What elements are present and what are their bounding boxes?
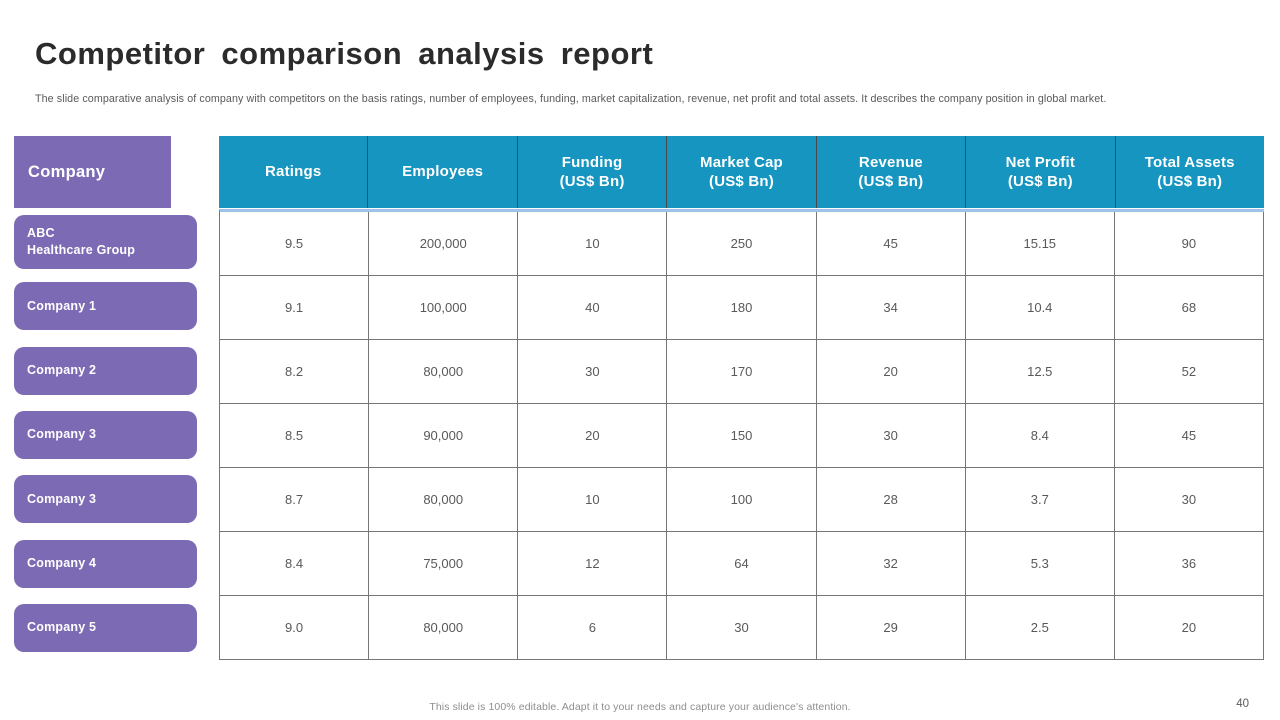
company-column-header-label: Company <box>28 162 106 181</box>
column-header-label: Revenue <box>858 153 923 171</box>
column-header-unit: (US$ Bn) <box>858 173 924 190</box>
table-cell: 10.4 <box>965 276 1115 340</box>
table-cell: 20 <box>1114 596 1264 660</box>
table-cell: 10 <box>518 212 668 276</box>
page-title: Competitor comparison analysis report <box>35 36 654 71</box>
table-cell: 8.4 <box>220 532 370 596</box>
column-header-label: Net Profit <box>1005 153 1076 171</box>
column-headers: Ratings Employees Funding (US$ Bn) Market Ca… <box>219 136 1264 208</box>
company-label: Company 5 <box>14 603 197 652</box>
table-cell: 12.5 <box>965 340 1115 404</box>
table-cell: 28 <box>816 468 966 532</box>
company-label: Company 4 <box>14 539 197 588</box>
table-cell: 8.5 <box>220 404 370 468</box>
table-cell: 30 <box>518 340 668 404</box>
table-cell: 45 <box>816 212 966 276</box>
company-labels: ABC Healthcare Group Company 1 Company 2 Co… <box>14 210 197 660</box>
table-cell: 20 <box>518 404 668 468</box>
table-cell: 9.1 <box>220 276 370 340</box>
table-cell: 90,000 <box>369 404 519 468</box>
table-cell: 6 <box>518 596 668 660</box>
table-cell: 8.4 <box>965 404 1115 468</box>
company-label: Company 3 <box>14 475 197 524</box>
table-cell: 64 <box>667 532 817 596</box>
column-header-unit: (US$ Bn) <box>1007 173 1073 190</box>
column-header: Net Profit (US$ Bn) <box>965 136 1115 208</box>
table-cell: 10 <box>518 468 668 532</box>
company-label-row: Company 1 <box>14 274 197 338</box>
company-label-row: Company 5 <box>14 596 197 660</box>
table-cell: 29 <box>816 596 966 660</box>
column-header-label: Market Cap <box>700 153 783 171</box>
company-label-row: Company 4 <box>14 531 197 595</box>
table-cell: 40 <box>518 276 668 340</box>
column-header: Revenue (US$ Bn) <box>815 136 966 208</box>
column-header-label: Employees <box>402 163 484 181</box>
column-header: Market Cap (US$ Bn) <box>666 136 816 208</box>
table-cell: 100,000 <box>369 276 519 340</box>
company-label: Company 1 <box>14 282 197 331</box>
table-cell: 36 <box>1114 532 1264 596</box>
table-cell: 9.5 <box>220 212 370 276</box>
table-cell: 32 <box>816 532 966 596</box>
table-cell: 5.3 <box>965 532 1115 596</box>
table-cell: 80,000 <box>369 340 519 404</box>
company-label: Company 2 <box>14 346 197 395</box>
data-grid: 9.5 200,000 10 250 45 15.15 90 9.1 100,000 40 180 3… <box>219 209 1264 660</box>
table-cell: 15.15 <box>965 212 1115 276</box>
table-cell: 90 <box>1114 212 1264 276</box>
company-label-row: Company 2 <box>14 339 197 403</box>
table-cell: 100 <box>667 468 817 532</box>
table-cell: 75,000 <box>369 532 519 596</box>
column-header-label: Total Assets <box>1144 153 1235 171</box>
table-cell: 250 <box>667 212 817 276</box>
company-label: Company 3 <box>14 410 197 459</box>
table-cell: 45 <box>1114 404 1264 468</box>
company-label-row: ABC Healthcare Group <box>14 210 197 274</box>
column-header: Total Assets (US$ Bn) <box>1114 136 1264 208</box>
table-cell: 150 <box>667 404 817 468</box>
table-cell: 52 <box>1114 340 1264 404</box>
company-label: ABC Healthcare Group <box>14 215 197 270</box>
table-cell: 170 <box>667 340 817 404</box>
slide-subtitle: The slide comparative analysis of compan… <box>35 93 1107 105</box>
column-header: Ratings <box>219 136 368 208</box>
table-cell: 180 <box>667 276 817 340</box>
table-cell: 80,000 <box>369 468 519 532</box>
table-cell: 8.7 <box>220 468 370 532</box>
page-number: 40 <box>1236 698 1249 710</box>
column-header-unit: (US$ Bn) <box>559 173 625 190</box>
table-cell: 30 <box>816 404 966 468</box>
column-header-label: Funding <box>561 153 623 171</box>
column-header: Employees <box>367 136 517 208</box>
table-cell: 12 <box>518 532 668 596</box>
column-header-unit: (US$ Bn) <box>1157 173 1223 190</box>
footer-note: This slide is 100% editable. Adapt it to… <box>429 701 851 713</box>
table-cell: 34 <box>816 276 966 340</box>
table-cell: 20 <box>816 340 966 404</box>
table-cell: 8.2 <box>220 340 370 404</box>
table-cell: 80,000 <box>369 596 519 660</box>
table-cell: 30 <box>1114 468 1264 532</box>
column-header-unit: (US$ Bn) <box>709 173 774 190</box>
table-cell: 30 <box>667 596 817 660</box>
table-cell: 9.0 <box>220 596 370 660</box>
table-cell: 200,000 <box>369 212 519 276</box>
column-header-label: Ratings <box>265 163 322 181</box>
company-label-row: Company 3 <box>14 403 197 467</box>
company-column-header: Company <box>14 136 171 208</box>
column-header: Funding (US$ Bn) <box>516 136 667 208</box>
company-label-row: Company 3 <box>14 467 197 531</box>
table-cell: 68 <box>1114 276 1264 340</box>
table-cell: 2.5 <box>965 596 1115 660</box>
table-cell: 3.7 <box>965 468 1115 532</box>
